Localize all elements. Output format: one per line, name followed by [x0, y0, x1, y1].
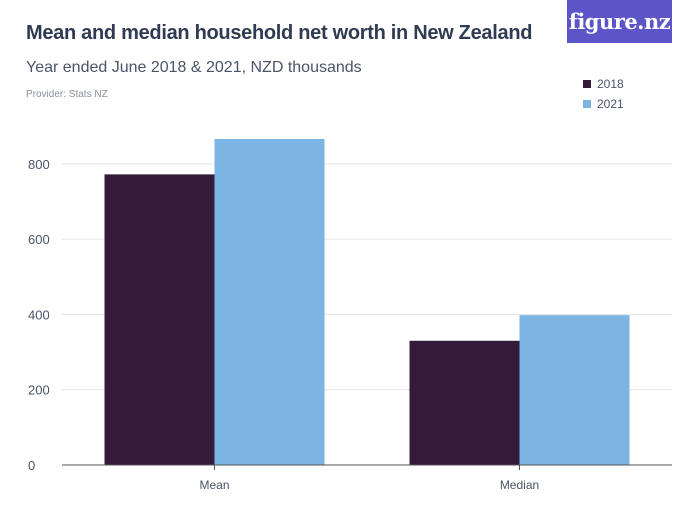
x-tick-label: Mean: [199, 478, 229, 492]
legend-label-2018: 2018: [597, 77, 624, 91]
legend-item-2018: 2018: [583, 74, 624, 94]
bar-2018-median: [409, 340, 520, 465]
legend-swatch-2018: [583, 80, 591, 88]
legend-label-2021: 2021: [597, 97, 624, 111]
figure-nz-logo[interactable]: figure.nz: [567, 0, 672, 43]
chart-subtitle: Year ended June 2018 & 2021, NZD thousan…: [26, 59, 362, 76]
y-tick-label: 0: [28, 458, 35, 473]
bar-2021-median: [519, 315, 630, 465]
bar-2018-mean: [104, 174, 215, 465]
y-tick-label: 800: [28, 157, 50, 172]
provider-note: Provider: Stats NZ: [26, 89, 108, 100]
bar-2021-mean: [214, 139, 325, 465]
chart-legend: 2018 2021: [583, 74, 624, 114]
x-tick-label: Median: [500, 478, 539, 492]
legend-swatch-2021: [583, 100, 591, 108]
y-tick-label: 400: [28, 307, 50, 322]
legend-item-2021: 2021: [583, 94, 624, 114]
y-tick-label: 200: [28, 383, 50, 398]
y-tick-label: 600: [28, 232, 50, 247]
chart-title: Mean and median household net worth in N…: [26, 22, 533, 44]
